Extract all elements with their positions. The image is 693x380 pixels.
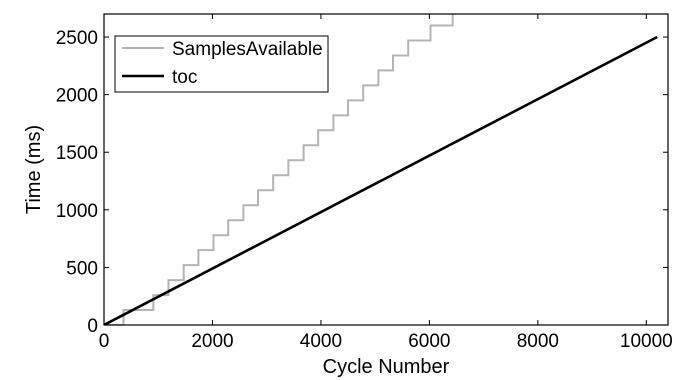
series-line-toc — [104, 35, 658, 325]
y-tick-label: 2000 — [56, 86, 98, 107]
y-tick-label: 500 — [66, 258, 98, 279]
y-tick-label: 2500 — [56, 28, 98, 49]
legend-box — [114, 35, 329, 93]
x-tick-label: 4000 — [300, 331, 342, 352]
plot-area — [104, 14, 658, 325]
x-tick-label: 8000 — [517, 331, 559, 352]
x-tick-label: 10000 — [620, 331, 673, 352]
legend: SamplesAvailable toc — [114, 35, 329, 93]
x-axis-label: Cycle Number — [323, 356, 450, 378]
x-tick-label: 0 — [99, 331, 110, 352]
y-tick-label: 0 — [87, 316, 98, 337]
y-tick-label: 1500 — [56, 143, 98, 164]
x-tick-label: 6000 — [408, 331, 450, 352]
legend-label-samples-available: SamplesAvailable — [172, 39, 323, 60]
x-tick-label: 2000 — [191, 331, 233, 352]
series-line-samples-available — [104, 14, 454, 325]
y-axis-label: Time (ms) — [23, 125, 45, 214]
axes: 0 2000 4000 6000 8000 10000 0 500 1000 1500 2000 25… — [56, 13, 673, 352]
y-tick-label: 1000 — [56, 201, 98, 222]
legend-label-toc: toc — [172, 67, 197, 88]
plot-frame — [103, 13, 669, 326]
